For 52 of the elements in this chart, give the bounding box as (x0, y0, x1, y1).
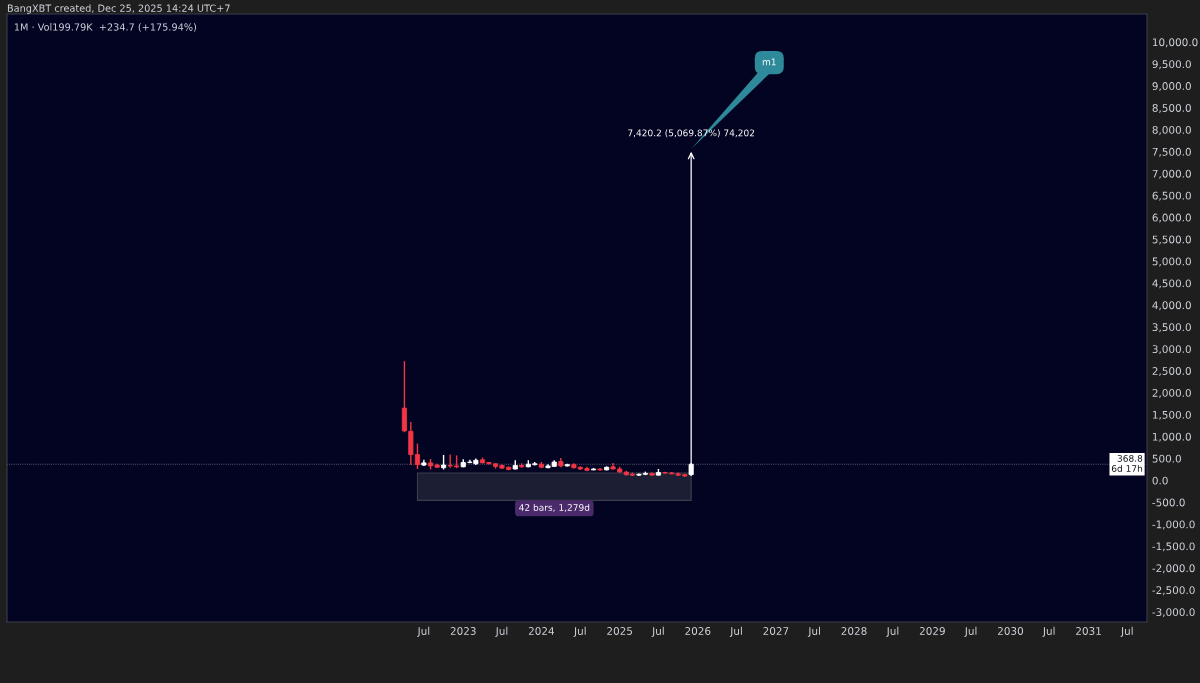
y-tick-label: 8,000.0 (1152, 125, 1191, 135)
x-tick-label: Jul (886, 626, 899, 637)
band-label: 42 bars, 1,279d (519, 503, 590, 512)
y-tick-label: -1,000.0 (1152, 520, 1195, 530)
x-tick-label: Jul (573, 626, 586, 637)
y-tick-label: 6,500.0 (1152, 191, 1191, 201)
y-tick-label: 3,000.0 (1152, 345, 1191, 355)
chart-subtitle: BangXBT created, Dec 25, 2025 14:24 UTC+7 (7, 4, 230, 14)
x-tick-label: Jul (807, 626, 820, 637)
y-tick-label: -1,500.0 (1152, 542, 1195, 552)
x-tick-label: 2028 (841, 627, 867, 635)
y-tick-label: -2,000.0 (1152, 564, 1195, 574)
y-tick-label: 9,000.0 (1152, 82, 1191, 92)
text: 1M · Vol199.79K +234.7 (+175.94%) (14, 23, 197, 32)
y-tick-label: 9,500.0 (1152, 60, 1191, 70)
annotation: m1 (762, 58, 776, 66)
x-tick-label: 2024 (528, 627, 555, 635)
y-tick-label: -3,000.0 (1152, 608, 1195, 618)
x-tick-label: 2027 (763, 627, 789, 635)
y-tick-label: 0.0 (1152, 476, 1168, 485)
y-tick-label: 7,000.0 (1152, 169, 1191, 179)
x-tick-label: Jul (495, 626, 508, 637)
y-tick-label: 10,000.0 (1153, 38, 1198, 48)
y-tick-label: 3,500.0 (1152, 323, 1191, 333)
x-tick-label: Jul (1042, 626, 1055, 637)
annotation: 7,420.2 (5,069.87%) 74,202 (628, 129, 755, 138)
y-tick-label: 4,500.0 (1152, 279, 1191, 289)
y-tick-label: -2,500.0 (1152, 586, 1195, 596)
y-tick-label: 1,000.0 (1153, 432, 1191, 442)
x-tick-label: 2030 (997, 627, 1024, 635)
x-tick-label: 2026 (685, 627, 711, 635)
y-tick-label: 8,500.0 (1152, 104, 1191, 113)
x-tick-label: Jul (417, 626, 430, 637)
y-tick-label: 500.0 (1152, 454, 1181, 463)
y-tick-label: 6,000.0 (1152, 213, 1191, 223)
y-tick-label: 2,000.0 (1152, 388, 1191, 398)
x-tick-label: Jul (729, 626, 742, 637)
x-tick-label: Jul (651, 626, 664, 637)
y-tick-label: 1,500.0 (1153, 410, 1191, 420)
y-tick-label: 5,500.0 (1152, 235, 1191, 245)
y-tick-label: 4,000.0 (1152, 301, 1191, 311)
y-tick-label: 5,000.0 (1152, 257, 1191, 267)
y-tick-label: 2,500.0 (1152, 367, 1191, 376)
x-tick-label: 2025 (607, 627, 633, 635)
ref-line-label: 368.8 6d 17h (1111, 454, 1143, 472)
x-tick-label: 2029 (919, 627, 945, 635)
y-tick-label: 7,500.0 (1152, 147, 1191, 157)
x-tick-label: 2031 (1076, 627, 1101, 635)
x-tick-label: 2023 (450, 627, 476, 635)
x-tick-label: Jul (1120, 626, 1133, 637)
y-tick-label: -500.0 (1152, 498, 1185, 507)
x-tick-label: Jul (964, 626, 977, 637)
